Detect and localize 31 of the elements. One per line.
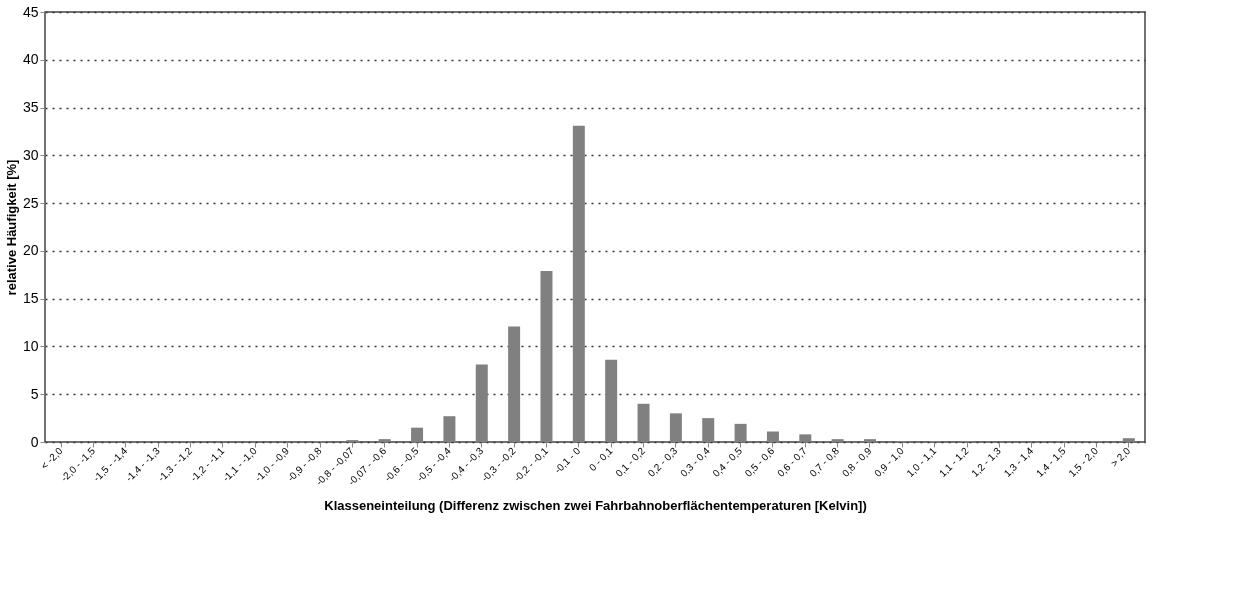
x-tick-label: < -2,0 <box>38 444 66 472</box>
y-tick-label: 20 <box>22 242 39 259</box>
x-tick-label: 0,3 - 0,4 <box>678 444 713 479</box>
y-tick-label: 15 <box>22 290 39 307</box>
x-tick-label: 1,0 - 1,1 <box>904 444 939 479</box>
y-tick-label: 10 <box>22 337 39 354</box>
x-tick-label: > 2,0 <box>1108 444 1133 469</box>
x-tick-label: 0,5 - 0,6 <box>742 444 777 479</box>
y-axis-title: relative Häufigkeit [%] <box>3 159 19 296</box>
x-tick-label: 1,3 - 1,4 <box>1001 444 1036 479</box>
y-tick-label: 30 <box>22 146 39 163</box>
x-tick-label: 0 - 0,1 <box>586 444 616 474</box>
x-tick-label: 1,5 - 2,0 <box>1066 444 1101 479</box>
y-tick-label: 5 <box>30 385 39 402</box>
x-axis-title: Klasseneinteilung (Differenz zwischen zwei Fahrbahnoberflächentemperaturen [Kelvin]) <box>324 497 867 513</box>
y-tick-label: 40 <box>22 51 39 68</box>
x-tick-label: 0,1 - 0,2 <box>613 444 648 479</box>
x-tick-label: 0,2 - 0,3 <box>645 444 680 479</box>
x-tick-label: 0,6 - 0,7 <box>775 444 810 479</box>
x-tick-label: 1,1 - 1,2 <box>936 444 971 479</box>
y-tick-label: 45 <box>22 3 39 20</box>
x-tick-label: 0,9 - 1,0 <box>872 444 907 479</box>
x-tick-label: 0,7 - 0,8 <box>807 444 842 479</box>
x-tick-label: 1,4 - 1,5 <box>1033 444 1068 479</box>
x-tick-label: -0,1 - 0 <box>552 444 583 476</box>
x-tick-label: 1,2 - 1,3 <box>969 444 1004 479</box>
y-tick-label: 0 <box>30 433 39 450</box>
x-tick-label: 0,4 - 0,5 <box>710 444 745 479</box>
x-tick-label: 0,8 - 0,9 <box>839 444 874 479</box>
y-tick-label: 25 <box>22 194 39 211</box>
y-tick-label: 35 <box>22 99 39 116</box>
